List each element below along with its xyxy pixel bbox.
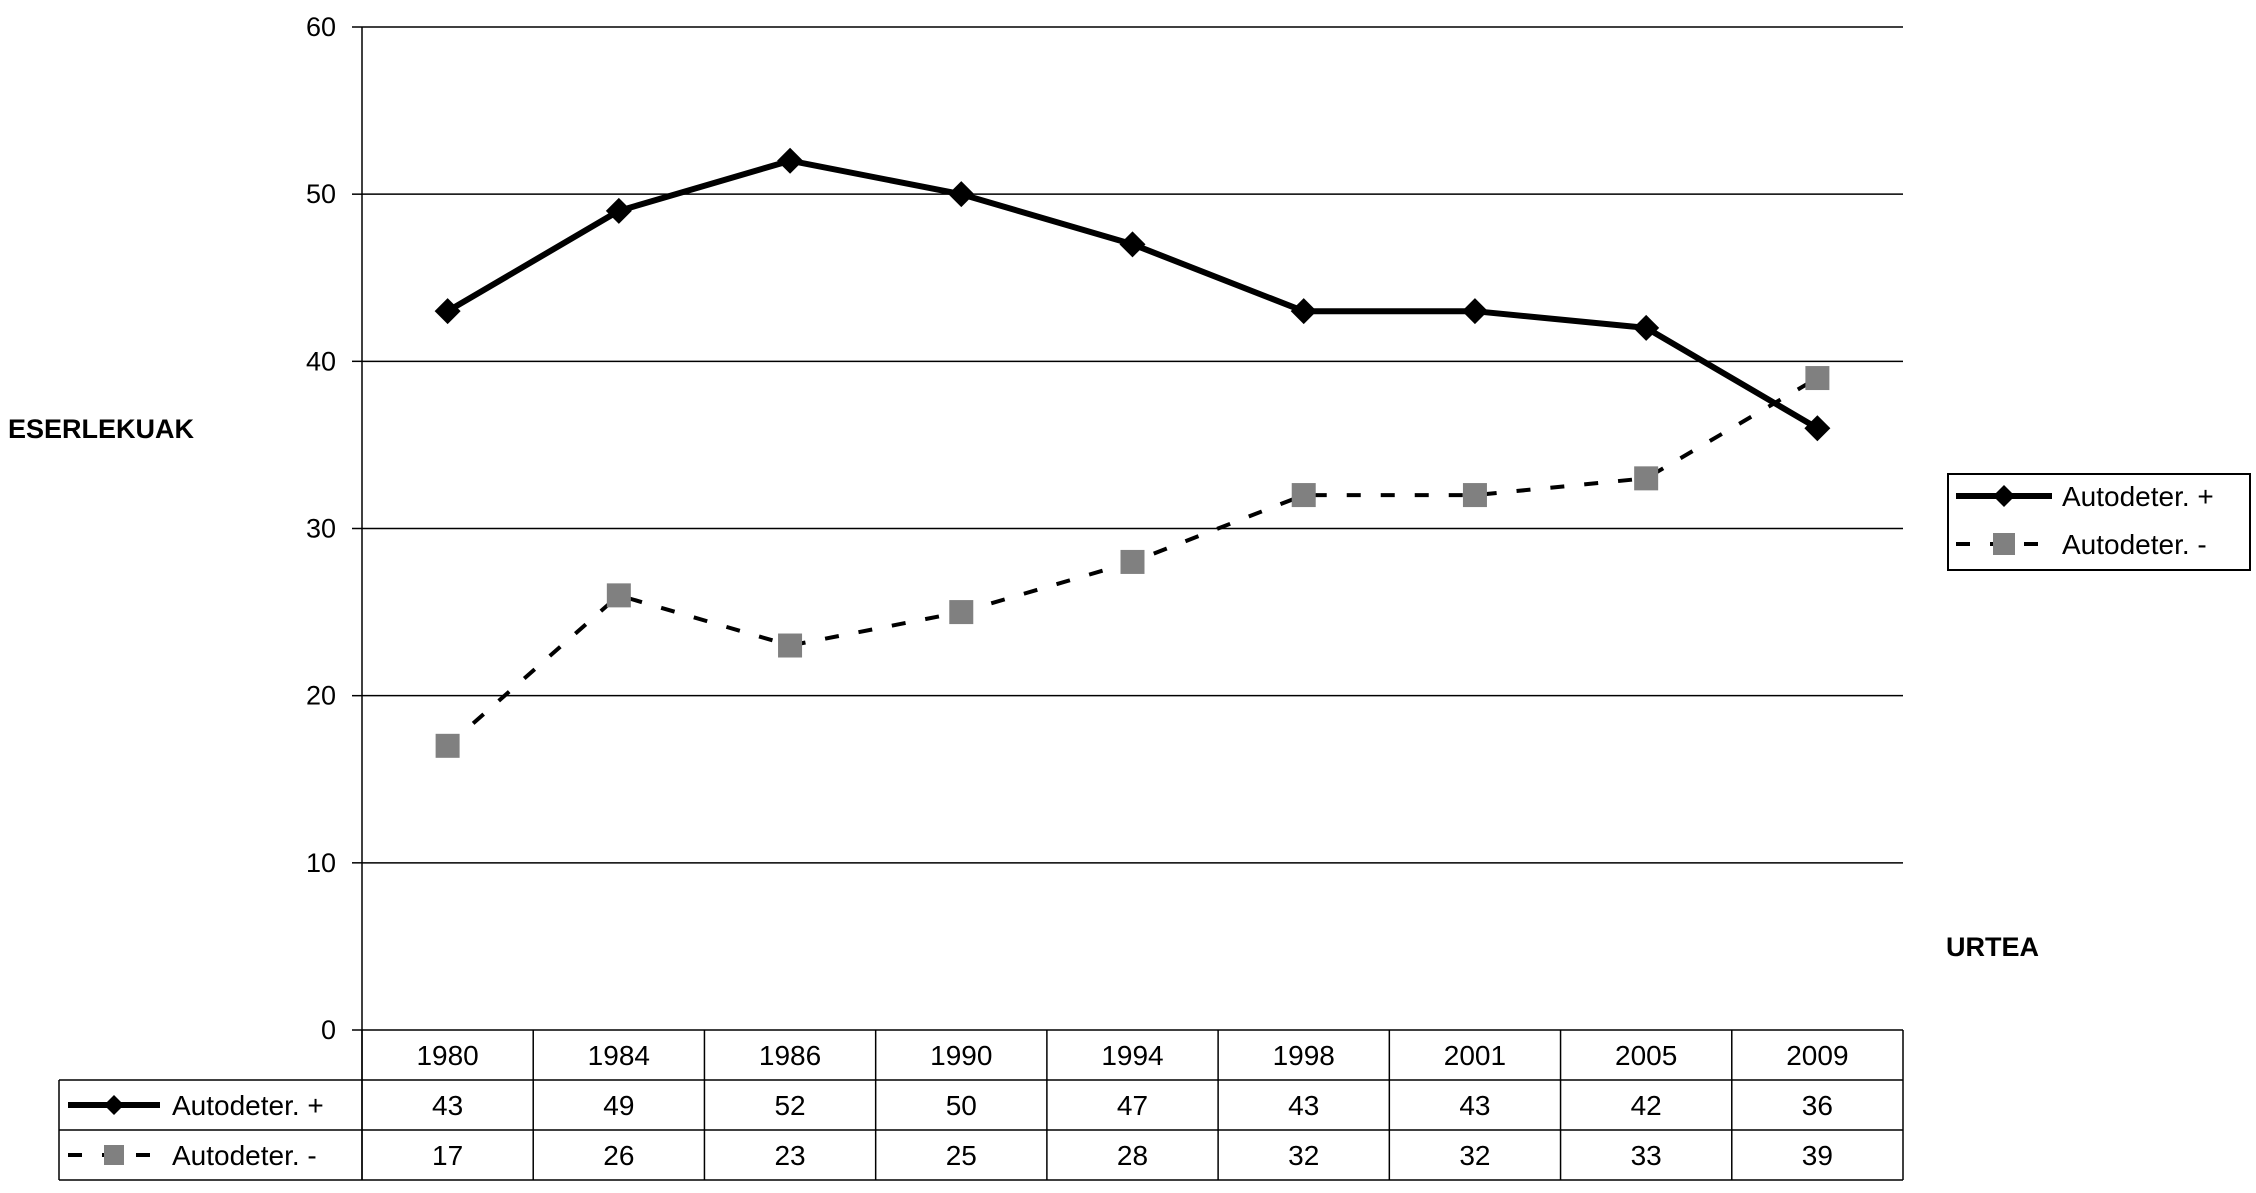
y-tick-label: 50 — [306, 179, 336, 209]
x-tick-label: 1984 — [588, 1040, 650, 1071]
x-tick-label: 1994 — [1101, 1040, 1163, 1071]
legend: Autodeter. + Autodeter. - — [1947, 473, 2251, 571]
table-series-name: Autodeter. + — [172, 1090, 324, 1121]
data-point-1 — [1119, 231, 1146, 258]
data-label: 43 — [432, 1090, 463, 1121]
x-tick-label: 2009 — [1786, 1040, 1848, 1071]
data-label: 26 — [603, 1140, 634, 1171]
gridlines — [362, 26, 1903, 864]
x-tick-label: 1998 — [1273, 1040, 1335, 1071]
y-tick-label: 30 — [306, 514, 336, 544]
x-tick-label: 1980 — [416, 1040, 478, 1071]
data-label: 49 — [603, 1090, 634, 1121]
data-label: 47 — [1117, 1090, 1148, 1121]
data-point-1 — [1290, 298, 1317, 325]
data-label: 17 — [432, 1140, 463, 1171]
data-label: 33 — [1631, 1140, 1662, 1171]
data-label: 25 — [946, 1140, 977, 1171]
data-point-1 — [948, 181, 975, 208]
data-label: 50 — [946, 1090, 977, 1121]
data-point-1 — [777, 147, 804, 174]
data-label: 52 — [774, 1090, 805, 1121]
y-tick-label: 20 — [306, 681, 336, 711]
data-point-1 — [434, 298, 461, 325]
x-tick-label: 2001 — [1444, 1040, 1506, 1071]
series-lines — [434, 147, 1831, 758]
data-point-2 — [1805, 366, 1830, 391]
data-label: 32 — [1288, 1140, 1319, 1171]
y-axis-title: ESERLEKUAK — [8, 414, 195, 444]
x-tick-label: 2005 — [1615, 1040, 1677, 1071]
data-point-1 — [1633, 314, 1660, 341]
data-point-1 — [1804, 415, 1831, 442]
axes: 0 10 20 30 40 50 60 — [306, 12, 363, 1045]
data-point-1 — [605, 197, 632, 224]
x-axis-title: URTEA — [1946, 932, 2039, 962]
y-tick-label: 0 — [321, 1015, 336, 1045]
data-label: 42 — [1631, 1090, 1662, 1121]
data-table: 1980 1984 1986 1990 1994 1998 2001 2005 2009 Auto… — [58, 1029, 1904, 1181]
table-series-key-marker — [104, 1145, 124, 1165]
data-point-2 — [778, 633, 803, 658]
y-tick-label: 10 — [306, 848, 336, 878]
legend-marker-2 — [1993, 533, 2015, 555]
x-tick-label: 1990 — [930, 1040, 992, 1071]
legend-label-2: Autodeter. - — [2062, 529, 2207, 560]
data-point-2 — [1291, 483, 1316, 508]
table-series-name: Autodeter. - — [172, 1140, 317, 1171]
legend-label-1: Autodeter. + — [2062, 481, 2214, 512]
data-label: 28 — [1117, 1140, 1148, 1171]
data-label: 43 — [1459, 1090, 1490, 1121]
data-point-2 — [1120, 549, 1145, 574]
x-tick-label: 1986 — [759, 1040, 821, 1071]
data-label: 32 — [1459, 1140, 1490, 1171]
y-tick-label: 60 — [306, 12, 336, 42]
data-label: 43 — [1288, 1090, 1319, 1121]
data-point-2 — [1462, 483, 1487, 508]
table-series-key-marker — [104, 1095, 124, 1115]
data-label: 39 — [1802, 1140, 1833, 1171]
data-point-1 — [1461, 298, 1488, 325]
legend-marker-1 — [1993, 485, 2015, 507]
data-point-2 — [949, 600, 974, 625]
y-tick-label: 40 — [306, 346, 336, 376]
data-point-2 — [606, 583, 631, 608]
data-label: 36 — [1802, 1090, 1833, 1121]
data-label: 23 — [774, 1140, 805, 1171]
series-line-1 — [446, 157, 1819, 431]
data-point-2 — [1634, 466, 1659, 491]
data-point-2 — [435, 733, 460, 758]
